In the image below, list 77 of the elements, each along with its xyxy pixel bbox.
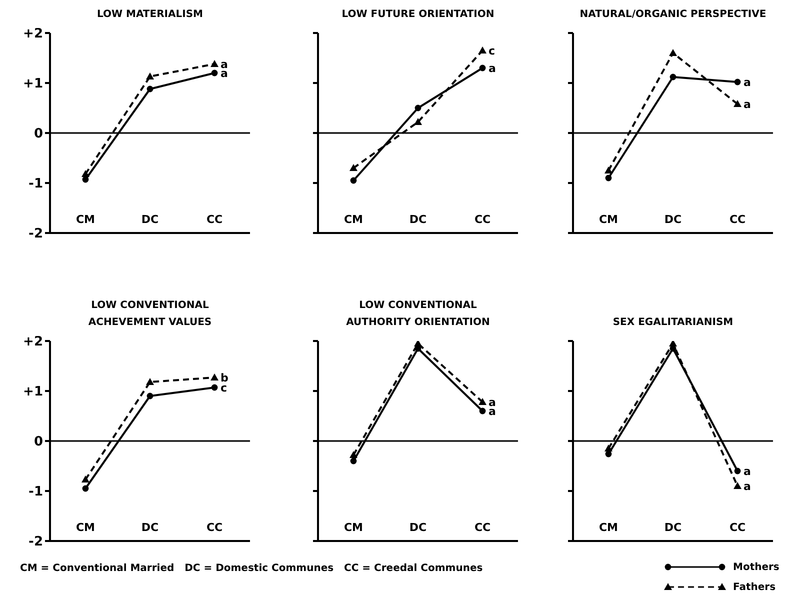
point [210,60,219,67]
point [82,485,89,492]
point [210,374,219,380]
point [670,74,676,80]
point [734,468,741,474]
x-tick-label: DC [664,521,682,534]
point [734,100,742,107]
x-tick-label: DC [409,213,427,226]
x-tick-label: CC [474,213,491,226]
x-tick-label: DC [141,213,159,226]
x-tick-label: CC [729,521,746,534]
chart-title: LOW MATERIALISM [96,8,204,22]
x-tick-label: CM [76,213,95,226]
point [604,166,612,174]
point [81,476,90,482]
y-tick-label: -2 [28,534,43,550]
x-tick-label: CC [206,213,223,226]
x-tick-label: CC [729,213,746,226]
annotation: a [220,58,228,71]
y-tick-label: +1 [23,76,43,92]
point [479,64,486,72]
y-tick-label: +2 [23,334,43,350]
chart-title: LOW CONVENTIONAL ACHEVEMENT VALUES [87,299,213,330]
point [146,392,154,400]
point [734,482,742,489]
point [478,398,487,405]
point [211,384,218,391]
point [669,49,677,56]
chart-title: SEX EGALITARIANISM [612,316,734,330]
point [349,164,358,171]
legend-label: Mothers [733,562,780,572]
point [414,118,422,125]
point [82,176,89,183]
annotation: a [488,62,496,75]
x-tick-label: CM [598,521,618,534]
point [605,450,612,458]
chart-title: NATURAL/ORGANIC PERSPECTIVE [578,8,768,22]
point [478,46,487,54]
point [211,70,218,76]
y-tick-label: +1 [23,384,43,400]
annotation: a [744,76,751,89]
point [414,104,422,112]
point [81,170,90,177]
y-tick-label: -1 [28,484,43,500]
point [350,458,357,464]
legend-label: Fathers [733,582,776,592]
point [734,78,741,86]
x-tick-label: CC [474,521,491,534]
y-tick-label: 0 [34,126,43,142]
x-tick-label: CM [76,521,95,534]
point [350,177,357,184]
x-tick-label: DC [141,521,159,534]
annotation: a [744,480,751,493]
x-tick-label: CM [598,213,618,226]
y-tick-label: -1 [28,176,43,192]
chart-title: LOW FUTURE ORIENTATION [340,8,496,22]
chart-title: LOW CONVENTIONAL AUTHORITY ORIENTATION [345,299,491,330]
annotation: a [488,396,496,409]
x-tick-label: CM [344,521,363,534]
annotation: a [744,98,751,111]
point [349,451,358,458]
x-tick-label: CC [206,521,223,534]
y-tick-label: +2 [23,26,43,42]
x-tick-label: CM [344,213,363,226]
point [146,72,154,80]
x-tick-label: DC [664,213,682,226]
x-tick-label: DC [409,521,427,534]
point [146,86,154,92]
annotation: a [744,464,751,478]
point [479,408,486,414]
y-tick-label: -2 [28,226,43,242]
point [604,444,612,452]
annotation: c [488,44,496,58]
y-tick-label: 0 [34,434,43,450]
point [146,378,154,385]
point [605,174,612,182]
text: CM = Conventional Married DC = Domestic Communes CC = Creedal Communes [20,563,483,574]
